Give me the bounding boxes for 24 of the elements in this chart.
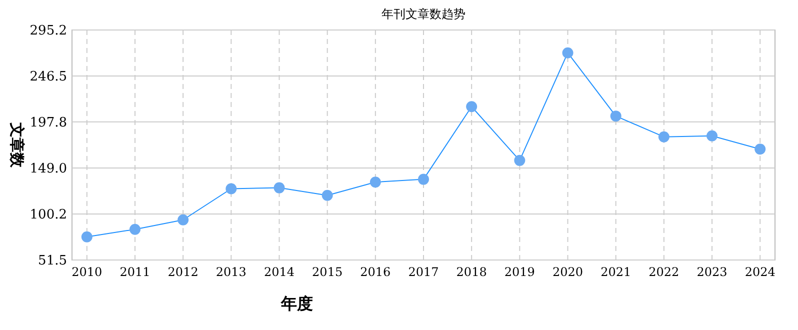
y-tick-label: 51.5 — [38, 254, 67, 269]
x-tick-label: 2016 — [360, 265, 391, 279]
y-tick-label: 246.5 — [30, 70, 67, 85]
x-tick-label: 2019 — [504, 265, 535, 279]
chart-title: 年刊文章数趋势 — [382, 7, 466, 21]
x-tick-label: 2014 — [264, 265, 295, 279]
x-tick-label: 2018 — [456, 265, 487, 279]
x-tick-label: 2013 — [216, 265, 246, 279]
x-tick-label: 2020 — [552, 265, 584, 279]
y-tick-label: 197.8 — [30, 115, 67, 130]
x-tick-label: 2017 — [408, 265, 439, 279]
y-axis-title: 文章数 — [8, 122, 26, 168]
x-tick-label: 2010 — [72, 265, 102, 279]
x-tick-label: 2024 — [744, 265, 776, 279]
y-tick-label: 149.0 — [30, 162, 67, 177]
x-tick-label: 2015 — [312, 265, 343, 279]
x-tick-label: 2021 — [600, 265, 632, 279]
y-tick-label: 100.2 — [30, 208, 67, 223]
x-tick-label: 2023 — [696, 265, 728, 279]
y-tick-label: 295.2 — [30, 24, 67, 39]
x-tick-label: 2012 — [168, 265, 198, 279]
x-tick-label: 2022 — [648, 265, 680, 279]
x-axis-title: 年度 — [280, 294, 313, 313]
x-tick-label: 2011 — [120, 265, 150, 279]
